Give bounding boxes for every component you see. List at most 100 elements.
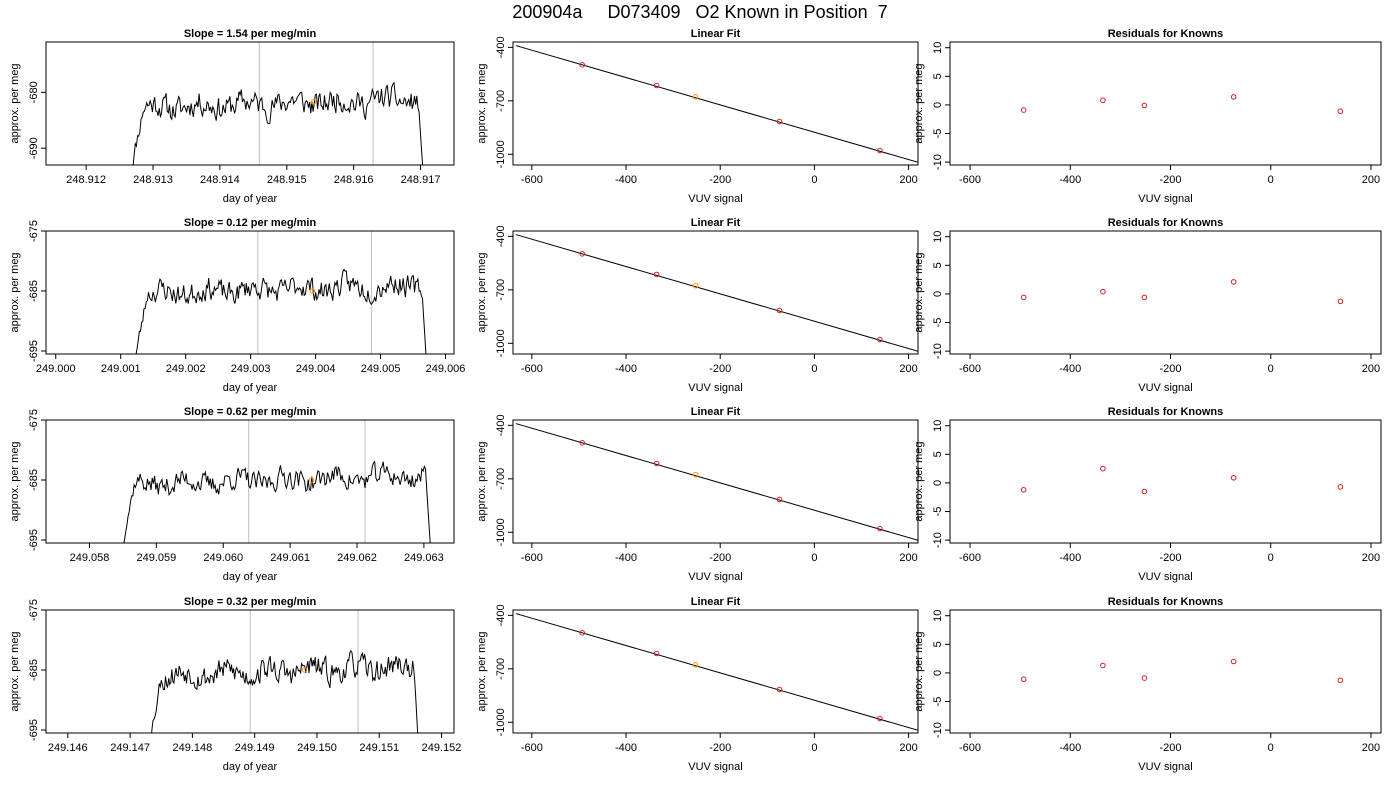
highlight-point — [692, 471, 699, 478]
y-tick-label: 5 — [932, 451, 944, 457]
y-tick-label: 5 — [932, 641, 944, 647]
x-axis-label: VUV signal — [688, 761, 742, 773]
known-point — [1230, 279, 1237, 285]
panel-title: Linear Fit — [691, 217, 741, 229]
y-tick-label: -400 — [495, 225, 507, 247]
x-tick-label: 200 — [899, 174, 917, 186]
x-tick-label: 248.914 — [200, 174, 240, 186]
x-tick-label: -200 — [1159, 742, 1181, 754]
x-axis-label: VUV signal — [1138, 382, 1192, 394]
y-tick-label: -685 — [28, 280, 40, 302]
x-tick-label: 249.000 — [36, 363, 76, 375]
x-tick-label: -600 — [959, 742, 981, 754]
plot-area — [1020, 465, 1344, 495]
y-tick-label: -1000 — [495, 518, 507, 546]
highlight-point — [692, 661, 699, 668]
plot-frame — [512, 230, 919, 355]
plot-area — [132, 42, 424, 165]
plot-frame — [512, 609, 919, 734]
y-tick-label: -680 — [28, 81, 40, 103]
fit-line — [515, 613, 918, 731]
y-axis-label: approx. per meg — [476, 63, 488, 143]
known-point — [579, 251, 586, 257]
plot-area — [151, 610, 419, 733]
series-line — [132, 81, 424, 165]
known-point — [776, 496, 783, 503]
y-tick-label: -675 — [28, 599, 40, 621]
x-tick-label: -200 — [1159, 174, 1181, 186]
known-point — [653, 271, 660, 278]
known-point — [1337, 484, 1344, 490]
x-tick-label: 200 — [1362, 552, 1380, 564]
known-point — [1100, 662, 1106, 669]
x-tick-label: 248.915 — [267, 174, 307, 186]
x-tick-label: -400 — [615, 742, 637, 754]
x-tick-label: 0 — [1268, 742, 1274, 754]
x-tick-label: -600 — [521, 174, 543, 186]
x-tick-label: -200 — [709, 174, 731, 186]
x-tick-label: 249.063 — [404, 552, 444, 564]
x-tick-label: -600 — [959, 174, 981, 186]
x-tick-label: 200 — [899, 552, 917, 564]
plot-frame — [949, 609, 1382, 734]
y-tick-label: -1000 — [495, 140, 507, 168]
x-tick-label: 249.006 — [426, 363, 466, 375]
plot-area — [515, 234, 918, 352]
y-tick-label: -675 — [28, 220, 40, 242]
x-tick-label: 249.005 — [361, 363, 401, 375]
x-tick-label: 0 — [811, 363, 817, 375]
x-tick-label: -200 — [1159, 363, 1181, 375]
x-axis-label: VUV signal — [1138, 193, 1192, 205]
panel-1-3: Residuals for Knowns -600 -400 -200 0 200 -10 -… — [913, 28, 1382, 205]
x-tick-label: 249.001 — [101, 363, 141, 375]
y-tick-label: 5 — [932, 73, 944, 79]
known-point — [1100, 97, 1106, 104]
y-axis-label: approx. per meg — [913, 441, 925, 521]
panel-2-2: Linear Fit -600 -400 -200 0 200 -400 -700 -1000 V… — [476, 217, 919, 394]
plot-frame — [949, 419, 1382, 544]
x-tick-label: 248.912 — [66, 174, 106, 186]
known-point — [579, 62, 586, 68]
x-tick-label: -400 — [1059, 742, 1081, 754]
fit-line — [515, 45, 918, 163]
y-tick-label: -5 — [932, 507, 944, 517]
x-axis-label: VUV signal — [688, 382, 742, 394]
y-tick-label: -10 — [932, 722, 944, 738]
y-tick-label: -695 — [28, 340, 40, 362]
known-point — [1230, 658, 1237, 665]
x-tick-label: -400 — [615, 552, 637, 564]
known-point — [1141, 294, 1148, 301]
y-tick-label: -695 — [28, 719, 40, 741]
x-axis-label: day of year — [223, 382, 278, 394]
y-axis-label: approx. per meg — [913, 631, 925, 711]
plot-frame — [512, 419, 919, 544]
y-tick-label: -5 — [932, 318, 944, 328]
y-axis-label: approx. per meg — [9, 631, 21, 711]
y-tick-label: -5 — [932, 697, 944, 707]
known-point — [1337, 108, 1344, 115]
plot-frame — [512, 41, 919, 166]
series-line — [123, 460, 431, 543]
y-tick-label: 0 — [932, 480, 944, 486]
plot-area — [123, 420, 431, 543]
x-tick-label: -600 — [959, 552, 981, 564]
x-tick-label: 249.059 — [136, 552, 176, 564]
x-tick-label: 249.150 — [297, 742, 337, 754]
figure-title: 200904a D073409 O2 Known in Position 7 — [512, 2, 888, 22]
x-tick-label: 249.149 — [235, 742, 275, 754]
x-tick-label: 249.148 — [172, 742, 212, 754]
x-tick-label: -200 — [709, 363, 731, 375]
highlight-point — [309, 288, 316, 294]
series-line — [151, 649, 419, 733]
x-tick-label: 249.151 — [359, 742, 399, 754]
x-tick-label: 0 — [1268, 174, 1274, 186]
y-tick-label: 0 — [932, 670, 944, 676]
panel-4-3: Residuals for Knowns -600 -400 -200 0 200 -10 -… — [913, 596, 1382, 773]
y-tick-label: -400 — [495, 414, 507, 436]
highlight-point — [692, 93, 699, 100]
y-tick-label: 10 — [932, 420, 944, 432]
panel-3-3: Residuals for Knowns -600 -400 -200 0 200 -10 -… — [913, 406, 1382, 583]
y-axis-label: approx. per meg — [913, 63, 925, 143]
panel-1-1: Slope = 1.54 per meg/min 248.912 248.913 24… — [9, 28, 455, 205]
